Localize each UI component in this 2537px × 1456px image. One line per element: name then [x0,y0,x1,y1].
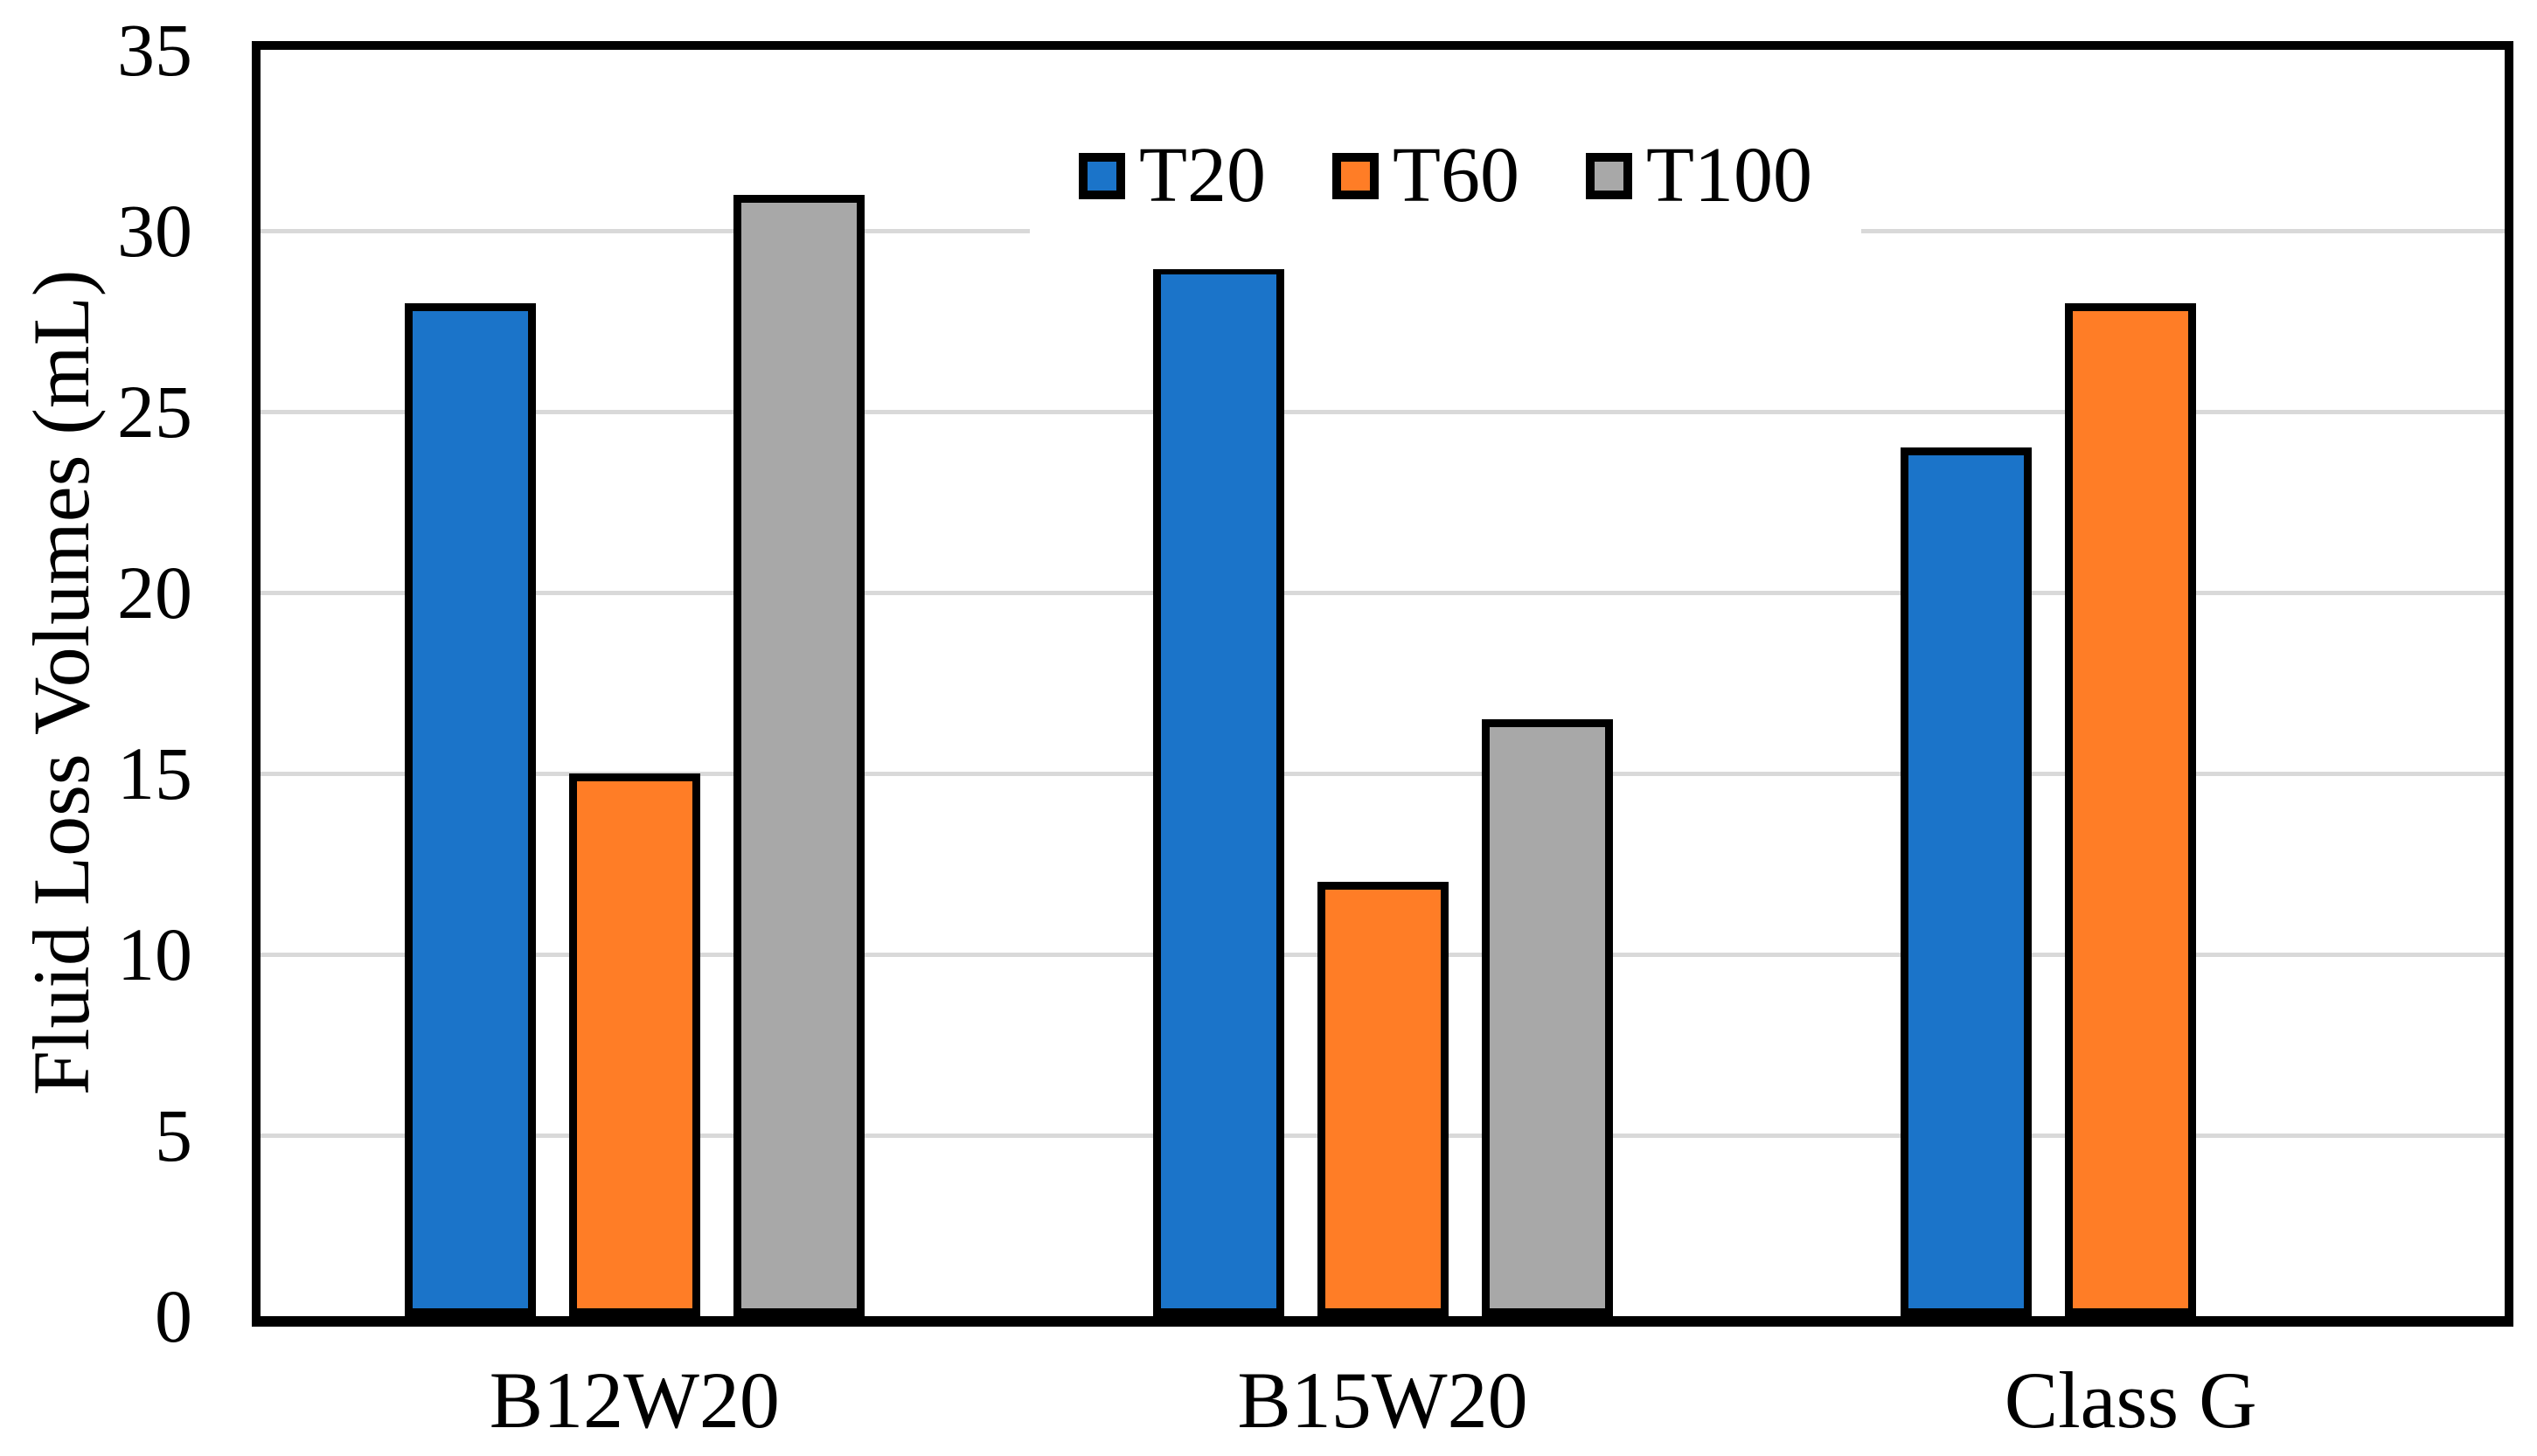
bar-b15w20-t20 [1152,267,1284,1316]
bar-b12w20-t100 [733,194,865,1316]
x-category-label-b12w20: B12W20 [489,1355,780,1445]
y-tick-label-30: 30 [117,189,192,273]
y-tick-label-5: 5 [155,1093,192,1177]
gridline-20 [261,590,2505,595]
legend-label-t60: T60 [1392,132,1519,218]
y-tick-label-15: 15 [117,731,192,815]
legend-swatch-t100 [1585,152,1632,199]
legend-label-t100: T100 [1645,132,1812,218]
legend-item-t20: T20 [1079,136,1266,215]
bar-b12w20-t60 [568,773,700,1316]
x-category-label-b15w20: B15W20 [1237,1355,1528,1445]
plot-area: T20 T60 T100 [252,41,2513,1327]
x-axis-category-labels: B12W20 B15W20 Class G [261,1360,2505,1456]
legend-item-t60: T60 [1331,132,1519,218]
gridline-15 [261,771,2505,776]
bar-b12w20-t20 [404,302,536,1316]
bar-classg-t60 [2065,302,2197,1316]
y-tick-label-25: 25 [117,370,192,454]
y-tick-label-0: 0 [155,1274,192,1358]
legend-label-t20: T20 [1139,132,1266,218]
bar-b15w20-t60 [1317,882,1449,1316]
y-tick-label-20: 20 [117,551,192,634]
y-axis-tick-labels: 0 5 10 15 20 25 30 35 [0,12,192,1354]
x-category-label-classg: Class G [2004,1355,2257,1445]
y-tick-label-35: 35 [117,8,192,92]
y-tick-label-10: 10 [117,912,192,996]
bar-classg-t20 [1901,447,2033,1316]
legend-swatch-t20 [1079,152,1125,199]
bar-b15w20-t100 [1481,718,1613,1316]
legend-item-t100: T100 [1585,132,1812,218]
legend-swatch-t60 [1331,152,1379,199]
legend: T20 T60 T100 [1030,94,1861,269]
gridline-25 [261,409,2505,414]
